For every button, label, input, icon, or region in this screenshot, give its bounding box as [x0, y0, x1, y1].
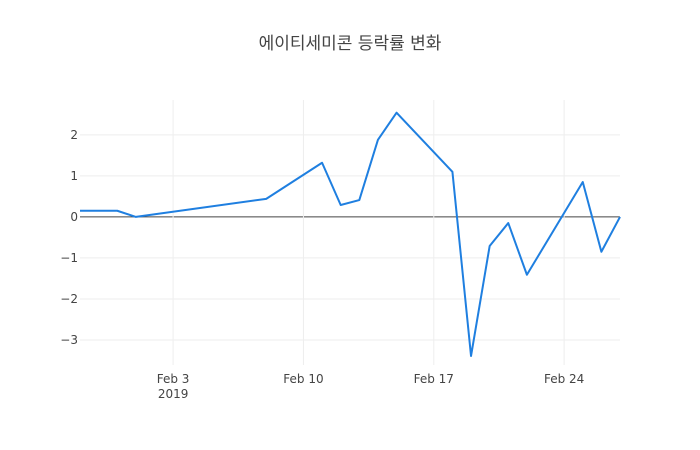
y-tick-label: 0	[70, 210, 78, 224]
y-tick-label: −1	[60, 251, 78, 265]
x-tick-label: Feb 24	[544, 372, 584, 386]
x-tick-label: Feb 17	[414, 372, 454, 386]
x-tick-label: Feb 10	[283, 372, 323, 386]
x-tick-label: Feb 3 2019	[157, 372, 190, 401]
chart-title: 에이티세미콘 등락률 변화	[259, 34, 442, 54]
y-tick-label: −2	[60, 292, 78, 306]
y-tick-label: 2	[70, 128, 78, 142]
y-tick-label: 1	[70, 169, 78, 183]
y-tick-label: −3	[60, 333, 78, 347]
data-line	[80, 111, 621, 357]
